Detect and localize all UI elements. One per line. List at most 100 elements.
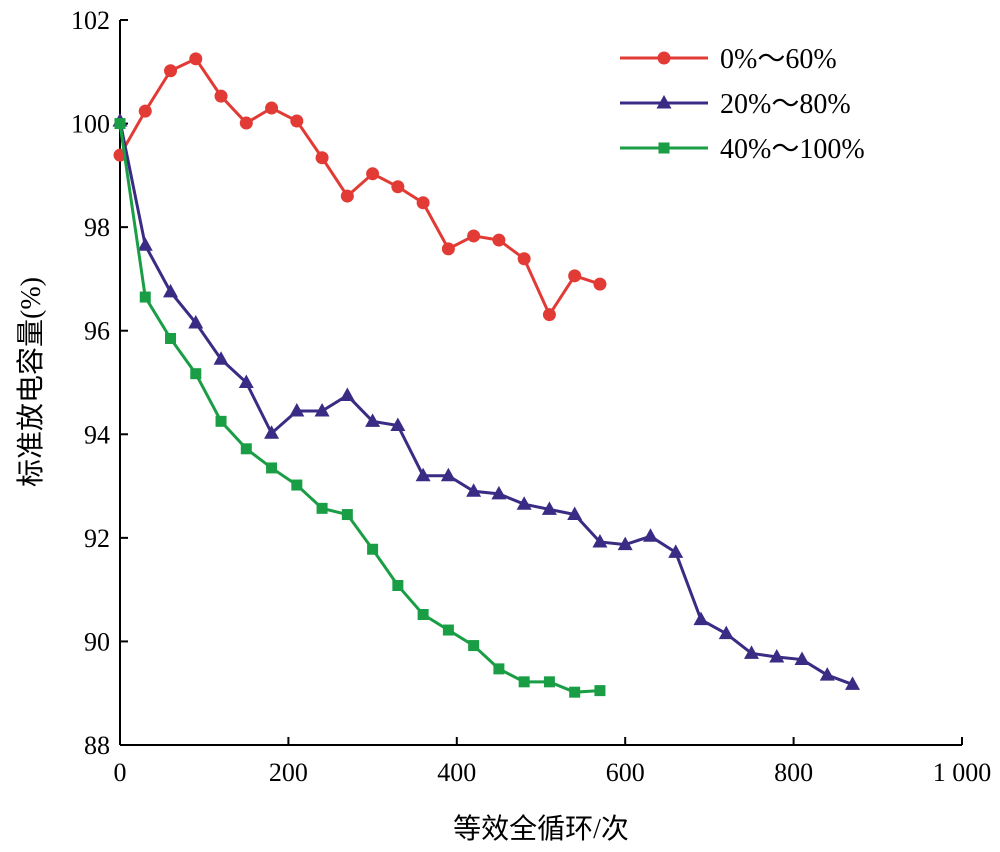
data-point [517, 252, 531, 266]
data-point [114, 118, 126, 130]
data-point [594, 685, 606, 697]
data-point [238, 374, 254, 388]
x-tick-label: 200 [269, 758, 308, 787]
data-point [390, 417, 406, 431]
legend-label: 20%～80% [720, 89, 851, 120]
data-point [491, 485, 507, 500]
data-point [290, 114, 304, 128]
data-point [188, 314, 204, 329]
y-tick-label: 92 [84, 524, 110, 553]
data-point [392, 580, 404, 591]
legend-item: 40%～100% [620, 134, 865, 165]
series-circle [113, 52, 607, 322]
data-point [668, 544, 684, 558]
data-point [415, 467, 431, 482]
data-point [139, 291, 151, 303]
x-tick-label: 1 000 [933, 758, 992, 787]
data-point [542, 308, 556, 322]
data-point [819, 667, 835, 681]
data-point [567, 506, 583, 521]
legend: 0%～60% 20%～80% 40%～100% [620, 44, 865, 165]
data-point [213, 351, 229, 365]
x-tick-label: 0 [114, 758, 127, 787]
data-point [266, 462, 278, 474]
data-point [339, 387, 355, 401]
series-square [114, 118, 606, 698]
data-point [845, 676, 861, 690]
legend-marker [656, 95, 672, 109]
data-point [466, 483, 482, 497]
data-point [365, 413, 381, 427]
y-tick-label: 98 [84, 213, 110, 242]
data-point [493, 663, 505, 675]
data-point [569, 686, 581, 698]
data-point [164, 64, 178, 78]
legend-label: 0%～60% [720, 44, 837, 75]
data-point [239, 116, 253, 130]
data-point [592, 534, 608, 548]
data-point [518, 676, 530, 688]
data-point [367, 543, 379, 555]
legend-marker [658, 142, 670, 154]
series-triangle [112, 112, 861, 690]
data-point [341, 509, 353, 521]
data-point [541, 501, 557, 515]
data-point [492, 233, 506, 247]
data-point [467, 229, 481, 243]
data-point [744, 645, 759, 659]
y-tick-label: 94 [84, 420, 110, 449]
axes: 0 200 400 600 800 1 000 88 90 92 94 96 98 100 102 [71, 6, 991, 787]
data-point [769, 648, 785, 663]
data-point [316, 502, 328, 514]
series-line [118, 56, 601, 318]
data-point [543, 676, 555, 688]
data-point [718, 625, 734, 640]
data-point [794, 651, 810, 666]
y-tick-label: 102 [71, 6, 110, 35]
data-point [163, 283, 179, 298]
legend-marker [657, 51, 671, 65]
y-tick-label: 96 [84, 317, 110, 346]
data-point [417, 609, 429, 620]
data-point [568, 269, 582, 283]
data-point [214, 89, 228, 103]
data-point [189, 52, 203, 66]
series-line [118, 120, 854, 686]
x-axis-label: 等效全循环/次 [453, 813, 629, 845]
data-point [314, 402, 330, 417]
y-tick-label: 90 [84, 627, 110, 656]
data-point [190, 368, 202, 380]
data-point [291, 479, 303, 491]
data-point [593, 277, 607, 291]
y-tick-label: 88 [84, 731, 110, 760]
data-point [440, 467, 456, 482]
legend-label: 40%～100% [720, 134, 865, 165]
data-point [240, 443, 252, 455]
data-point [340, 189, 354, 203]
data-point [516, 496, 532, 510]
data-point [442, 624, 454, 636]
x-tick-label: 800 [774, 758, 813, 787]
data-point [137, 237, 153, 251]
data-point [416, 196, 430, 210]
x-tick-label: 600 [606, 758, 645, 787]
data-point [138, 104, 152, 118]
data-point [265, 101, 279, 115]
data-point [642, 528, 658, 542]
data-point [289, 402, 305, 417]
data-point [165, 332, 177, 344]
data-point [264, 425, 280, 439]
y-axis-label: 标准放电容量(%) [15, 277, 47, 487]
data-point [391, 180, 405, 194]
y-tick-label: 100 [71, 110, 110, 139]
x-tick-label: 400 [437, 758, 476, 787]
data-point [468, 640, 480, 652]
data-point [315, 151, 329, 165]
legend-item: 20%～80% [620, 89, 851, 120]
data-point [617, 536, 633, 551]
data-point [441, 242, 455, 256]
series-group [112, 52, 861, 698]
data-point [215, 415, 227, 427]
data-point [693, 611, 709, 626]
